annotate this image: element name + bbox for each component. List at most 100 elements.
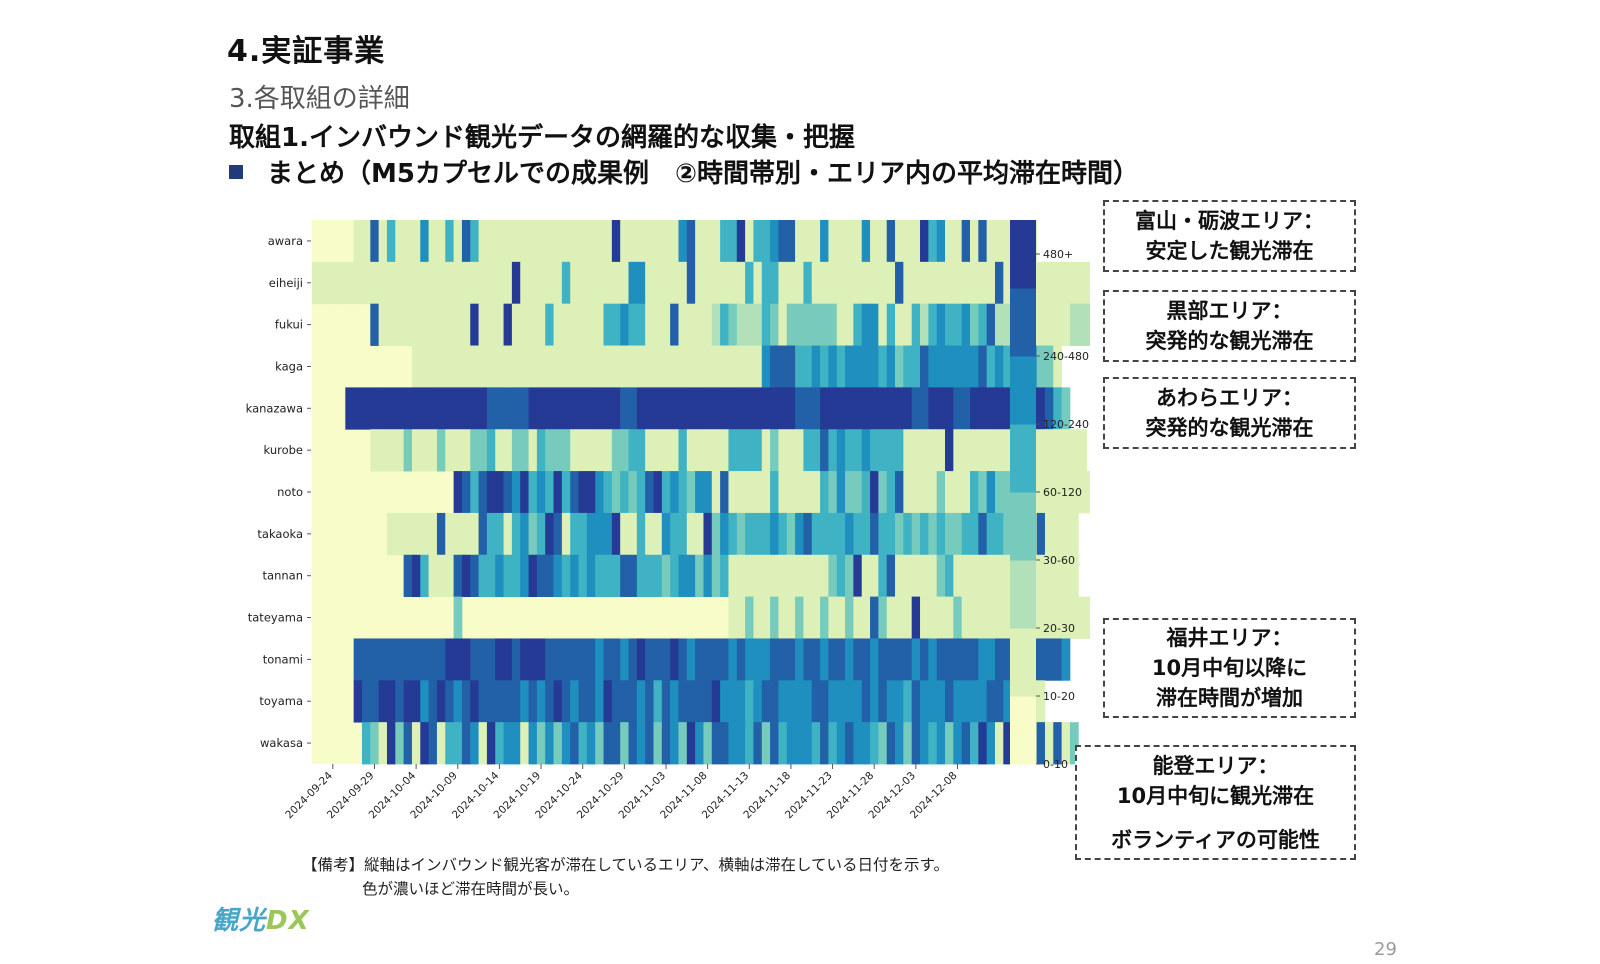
heatmap-cell xyxy=(928,345,938,388)
heatmap-cell xyxy=(470,261,479,305)
heatmap-cell xyxy=(661,303,671,346)
heatmap-cell xyxy=(878,345,888,388)
heatmap-cell xyxy=(1003,220,1013,263)
heatmap-cell xyxy=(728,471,738,514)
heatmap-cell xyxy=(920,512,929,556)
heatmap-cell xyxy=(520,554,529,598)
heatmap-cell xyxy=(503,261,513,305)
heatmap-cell xyxy=(536,345,546,388)
callout-line: 突発的な観光滞在 xyxy=(1145,416,1314,440)
heatmap-cell xyxy=(828,261,838,305)
heatmap-cell xyxy=(628,387,638,430)
heatmap-cell xyxy=(545,303,554,346)
heatmap-cell xyxy=(703,471,713,514)
heatmap-cell xyxy=(778,220,788,263)
heatmap-cell xyxy=(595,680,604,723)
heatmap-cell xyxy=(970,596,979,639)
heatmap-cell xyxy=(445,512,454,556)
heatmap-cell xyxy=(778,261,788,305)
callout-line: 突発的な観光滞在 xyxy=(1145,329,1314,353)
heatmap-cell xyxy=(936,429,946,472)
heatmap-cell xyxy=(920,261,929,305)
heatmap-cell xyxy=(811,261,821,305)
heatmap-cell xyxy=(461,638,471,681)
callout-line: 10月中旬に観光滞在 xyxy=(1116,783,1315,808)
heatmap-cell xyxy=(695,638,704,681)
heatmap-cell xyxy=(495,638,504,681)
heatmap-cell xyxy=(503,387,513,430)
heatmap-cell xyxy=(678,471,688,514)
heatmap-cell xyxy=(536,554,546,598)
heatmap-cell xyxy=(603,554,613,598)
y-tick-label: tonami xyxy=(263,652,303,666)
heatmap-cell xyxy=(945,220,954,263)
heatmap-cell xyxy=(736,429,746,472)
heatmap-cell xyxy=(945,387,954,430)
heatmap-cell xyxy=(1069,303,1079,346)
heatmap-cell xyxy=(545,722,554,765)
heatmap-cell xyxy=(403,554,413,598)
heatmap-cell xyxy=(895,303,904,346)
heatmap-cell xyxy=(878,261,888,305)
heatmap-cell xyxy=(586,512,596,556)
heatmap-cell xyxy=(395,638,405,681)
heatmap-cell xyxy=(786,345,796,388)
heatmap-cell xyxy=(736,261,746,305)
heatmap-cell xyxy=(461,303,471,346)
heatmap-cell xyxy=(420,512,430,556)
colorbar-tick-label: 120-240 xyxy=(1043,418,1089,431)
heatmap-cell xyxy=(961,680,971,723)
heatmap-cell xyxy=(645,220,654,263)
heatmap-cell xyxy=(653,680,663,723)
heatmap-cell xyxy=(811,722,821,765)
heatmap-cell xyxy=(811,680,821,723)
heatmap-cell xyxy=(603,387,613,430)
heatmap-cell xyxy=(503,303,513,346)
heatmap-cell xyxy=(645,638,654,681)
heatmap-cell xyxy=(686,220,696,263)
heatmap-cell xyxy=(1069,554,1079,598)
heatmap-cell xyxy=(453,345,463,388)
heatmap-cell xyxy=(620,471,629,514)
heatmap-cell xyxy=(445,220,454,263)
heatmap-cell xyxy=(795,303,804,346)
heatmap-cell xyxy=(720,722,729,765)
heatmap-cell xyxy=(461,387,471,430)
heatmap-cell xyxy=(720,638,729,681)
heatmap-cell xyxy=(820,680,829,723)
heatmap-cell xyxy=(828,220,838,263)
heatmap-cell xyxy=(1003,303,1013,346)
heatmap-cell xyxy=(795,220,804,263)
heatmap-cell xyxy=(811,387,821,430)
heatmap-cell xyxy=(628,722,638,765)
heatmap-cell xyxy=(903,303,913,346)
heatmap-cell xyxy=(928,387,938,430)
heatmap-cell xyxy=(736,220,746,263)
heatmap-cell xyxy=(645,680,654,723)
heatmap-cell xyxy=(978,387,988,430)
heatmap-cell xyxy=(1061,261,1071,305)
heatmap-cell xyxy=(970,512,979,556)
heatmap-cell xyxy=(770,387,779,430)
heatmap-cell xyxy=(795,429,804,472)
heatmap-cell xyxy=(586,303,596,346)
heatmap-cell xyxy=(511,722,521,765)
colorbar-tick-label: 480+ xyxy=(1043,248,1073,261)
heatmap-cell xyxy=(994,429,1004,472)
heatmap-cell xyxy=(903,722,913,765)
heatmap-cell xyxy=(386,387,396,430)
heatmap-cell xyxy=(970,303,979,346)
heatmap-cell xyxy=(886,680,896,723)
heatmap-cell xyxy=(1036,596,1046,639)
heatmap-cell xyxy=(528,680,538,723)
heatmap-cell xyxy=(861,471,871,514)
heatmap-cell xyxy=(1078,261,1088,305)
heatmap-cell xyxy=(703,554,713,598)
heatmap-cell xyxy=(853,303,863,346)
colorbar-segment xyxy=(1010,424,1036,493)
heatmap-cell xyxy=(986,220,996,263)
heatmap-cell xyxy=(994,471,1004,514)
heatmap-cell xyxy=(745,680,754,723)
heatmap-cell xyxy=(711,303,721,346)
callout-box: 富山・砺波エリア： 安定した観光滞在 xyxy=(1103,200,1356,272)
